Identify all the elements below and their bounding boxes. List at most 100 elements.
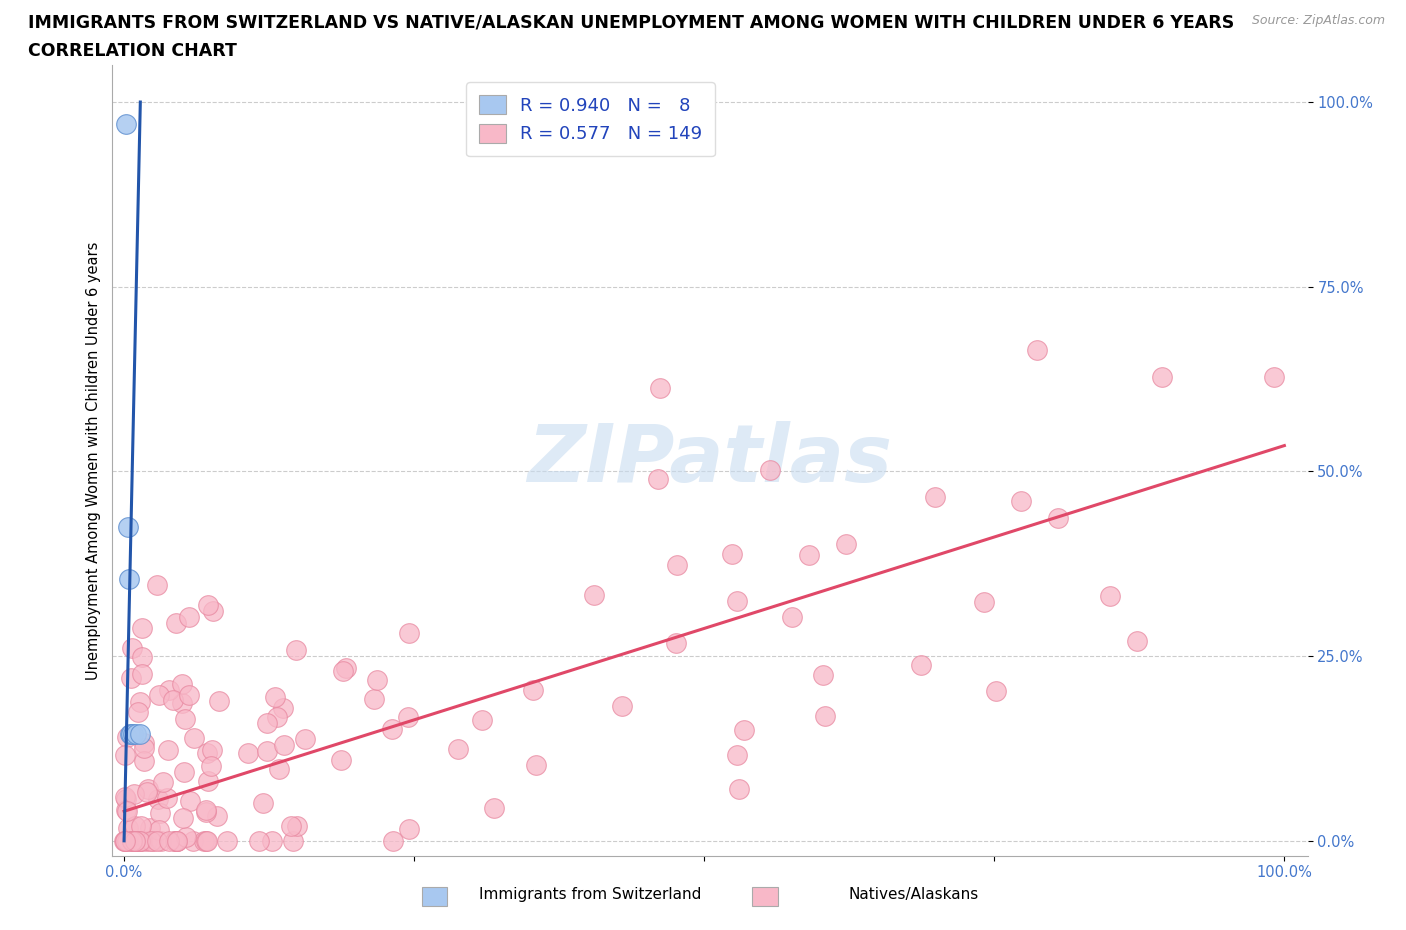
Point [172, 810, 194, 825]
Point [197, 774, 219, 789]
Point [266, 709, 288, 724]
Point [910, 658, 932, 672]
Point [194, 803, 217, 817]
Point [135, 785, 157, 800]
Point [124, 833, 146, 848]
Point [247, 833, 270, 848]
Point [1263, 370, 1285, 385]
Point [124, 818, 146, 833]
Point [759, 462, 782, 477]
Text: ZIPatlas: ZIPatlas [527, 421, 893, 499]
Point [166, 833, 188, 848]
Point [174, 830, 197, 844]
Text: Immigrants from Switzerland: Immigrants from Switzerland [479, 887, 702, 902]
Point [666, 558, 689, 573]
Point [522, 683, 544, 698]
Point [194, 833, 217, 848]
Point [132, 753, 155, 768]
Point [183, 730, 205, 745]
Point [121, 833, 143, 848]
Point [447, 742, 470, 757]
Point [1047, 511, 1070, 525]
Point [1099, 589, 1122, 604]
Point [129, 833, 152, 848]
Point [195, 833, 218, 848]
Point [132, 741, 155, 756]
Point [170, 677, 193, 692]
Point [157, 683, 180, 698]
Point [115, 117, 138, 132]
Point [122, 833, 145, 848]
Point [285, 643, 308, 658]
Point [165, 615, 187, 630]
Point [205, 809, 228, 824]
Point [834, 537, 856, 551]
Point [114, 790, 136, 804]
Point [146, 578, 169, 592]
Point [136, 833, 159, 848]
Point [280, 819, 302, 834]
Point [973, 594, 995, 609]
Point [363, 691, 385, 706]
Point [132, 735, 155, 750]
Text: IMMIGRANTS FROM SWITZERLAND VS NATIVE/ALASKAN UNEMPLOYMENT AMONG WOMEN WITH CHIL: IMMIGRANTS FROM SWITZERLAND VS NATIVE/AL… [28, 14, 1234, 32]
Point [128, 694, 150, 709]
Point [582, 588, 605, 603]
Point [195, 746, 218, 761]
Point [163, 833, 186, 848]
Point [121, 833, 143, 848]
Point [121, 641, 143, 656]
Point [650, 380, 672, 395]
Point [482, 801, 505, 816]
Text: Source: ZipAtlas.com: Source: ZipAtlas.com [1251, 14, 1385, 27]
Point [125, 726, 148, 741]
Point [271, 700, 294, 715]
Point [236, 746, 259, 761]
Point [131, 667, 153, 682]
Point [152, 775, 174, 790]
Text: Natives/Alaskans: Natives/Alaskans [849, 887, 979, 902]
Legend: R = 0.940   N =   8, R = 0.577   N = 149: R = 0.940 N = 8, R = 0.577 N = 149 [465, 82, 716, 156]
Point [471, 712, 494, 727]
Point [398, 822, 420, 837]
Point [128, 833, 150, 848]
Point [125, 833, 148, 848]
Point [647, 472, 669, 486]
Point [128, 833, 150, 848]
Point [294, 732, 316, 747]
Point [117, 821, 139, 836]
Point [127, 704, 149, 719]
Point [201, 604, 224, 619]
Point [208, 694, 231, 709]
Point [122, 833, 145, 848]
Point [141, 833, 163, 848]
Point [1010, 493, 1032, 508]
Point [256, 715, 278, 730]
Point [984, 684, 1007, 698]
Point [122, 726, 145, 741]
Point [148, 823, 170, 838]
Point [382, 833, 405, 848]
Point [283, 833, 305, 848]
Point [329, 752, 352, 767]
Point [811, 668, 834, 683]
Point [125, 833, 148, 848]
Point [396, 710, 419, 724]
Point [112, 833, 135, 848]
Point [120, 671, 142, 685]
Point [398, 626, 420, 641]
Point [166, 833, 188, 848]
Point [179, 793, 201, 808]
Point [129, 818, 152, 833]
Point [366, 672, 388, 687]
Point [197, 597, 219, 612]
Point [335, 660, 357, 675]
Point [149, 805, 172, 820]
Point [117, 730, 139, 745]
Point [157, 742, 180, 757]
Point [264, 690, 287, 705]
Point [252, 795, 274, 810]
Point [725, 593, 748, 608]
Point [166, 833, 188, 848]
Point [260, 833, 283, 848]
